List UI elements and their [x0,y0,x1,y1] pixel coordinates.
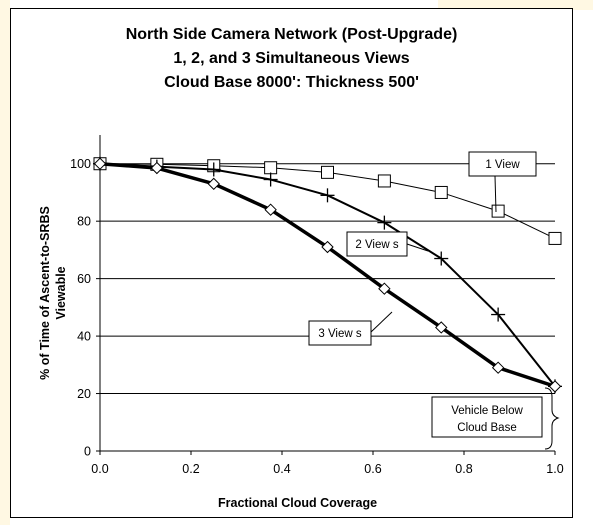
callout-one-view-label: 1 View [485,159,520,171]
chart-title-line-3: Cloud Base 8000': Thickness 500' [164,74,419,91]
x-tick-label-0.8: 0.8 [455,462,472,476]
y-tick-label-100: 100 [70,157,91,171]
point-3-views-3 [264,203,277,216]
point-3-views-4 [321,240,334,254]
callout-one-view-box [468,151,537,177]
callout-vehicle-line-2: Cloud Base [457,422,516,434]
x-tick-label-0.6: 0.6 [364,462,381,476]
point-2-views-4 [320,188,335,203]
point-3-views-7 [491,361,505,374]
point-1-view-3 [264,161,278,175]
callout-two-views-label: 2 View s [355,239,399,251]
point-3-views-5 [378,282,391,295]
callout-three-views-label: 3 View s [318,328,362,340]
point-1-view-8 [548,231,562,245]
y-tick-label-40: 40 [77,330,91,344]
point-3-views-2 [207,177,220,191]
point-2-views-6 [434,251,449,266]
x-tick-label-0.2: 0.2 [182,462,199,476]
callout-one-view-leader [494,175,497,213]
x-tick-label-1.0: 1.0 [546,462,563,476]
point-2-views-3 [263,172,278,187]
point-1-view-5 [377,174,391,188]
y-tick-label-60: 60 [77,272,91,286]
point-2-views-5 [377,215,392,230]
y-tick-label-0: 0 [84,445,91,459]
background-panel-left [0,0,10,525]
x-axis-title: Fractional Cloud Coverage [218,496,378,510]
chart-title-line-1: North Side Camera Network (Post-Upgrade) [125,26,458,43]
y-tick-label-80: 80 [77,215,91,229]
callout-two-views-leader [406,243,429,252]
point-3-views-6 [435,321,448,334]
callout-two-views-box [346,231,408,257]
callout-three-views-box [308,320,372,346]
point-1-view-7 [491,204,505,218]
point-3-views-0 [93,157,107,170]
point-3-views-8 [548,380,562,393]
callout-vehicle-line-1: Vehicle Below [451,405,523,417]
point-2-views-2 [206,162,221,177]
point-3-views-1 [150,161,164,175]
point-1-view-4 [321,165,334,179]
x-tick-label-0.0: 0.0 [91,462,108,476]
callout-three-views-leader [370,311,393,333]
chart-title-line-2: 1, 2, and 3 Simultaneous Views [173,50,410,67]
y-tick-label-20: 20 [77,387,91,401]
vehicle-brace [544,387,560,450]
background-panel-right [438,0,593,10]
point-2-views-7 [491,307,506,322]
callout-vehicle-box [431,396,543,438]
x-tick-label-0.4: 0.4 [273,462,290,476]
point-1-view-6 [434,185,448,199]
